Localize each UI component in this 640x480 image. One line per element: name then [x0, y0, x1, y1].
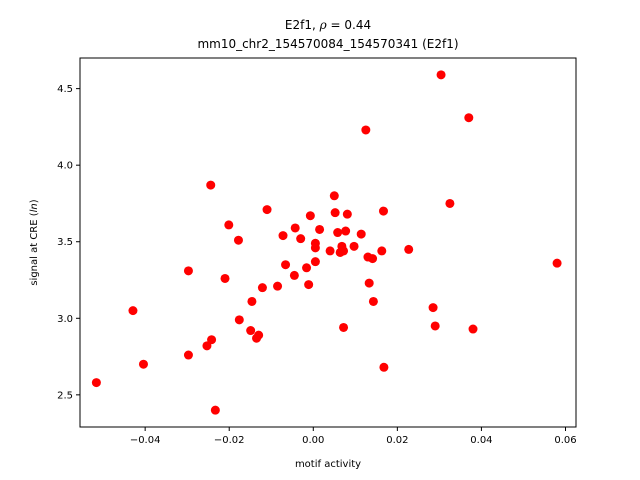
data-point-41 [342, 209, 352, 219]
data-point-31 [315, 224, 325, 234]
data-point-27 [305, 211, 315, 221]
data-point-23 [290, 223, 300, 233]
x-tick-label-3: 0.02 [386, 435, 408, 446]
chart-title-prefix: E2f1, [285, 18, 320, 32]
data-point-44 [361, 125, 371, 135]
data-points [91, 70, 562, 415]
data-point-46 [364, 278, 374, 288]
data-point-40 [341, 226, 351, 236]
data-point-0 [91, 378, 101, 388]
data-point-30 [310, 257, 320, 267]
data-point-57 [464, 113, 474, 123]
x-axis-ticks: −0.04 −0.02 0.00 0.02 0.04 0.06 [130, 427, 577, 446]
data-point-58 [468, 324, 478, 334]
data-point-4 [183, 350, 193, 360]
y-tick-label-0: 2.5 [57, 390, 73, 401]
data-point-47 [368, 254, 378, 264]
data-point-12 [234, 315, 244, 325]
data-point-7 [207, 335, 217, 345]
data-point-2 [138, 359, 148, 369]
data-point-6 [206, 180, 216, 190]
chart-title-line2: mm10_chr2_154570084_154570341 (E2f1) [197, 37, 458, 51]
data-point-48 [368, 296, 378, 306]
data-point-53 [428, 303, 438, 313]
data-point-29 [310, 243, 320, 253]
data-point-19 [273, 281, 283, 291]
data-point-49 [377, 246, 387, 256]
data-point-43 [356, 229, 366, 239]
x-tick-label-4: 0.04 [470, 435, 492, 446]
data-point-10 [224, 220, 234, 230]
data-point-8 [210, 405, 220, 415]
chart-title-suffix: = 0.44 [327, 18, 371, 32]
data-point-14 [247, 296, 257, 306]
data-point-35 [333, 228, 343, 238]
data-point-39 [339, 322, 349, 332]
data-point-5 [202, 341, 212, 351]
data-point-42 [349, 241, 359, 251]
data-point-34 [330, 208, 340, 218]
chart-title-symbol: ρ [319, 18, 327, 32]
data-point-33 [329, 191, 339, 201]
data-point-20 [278, 231, 288, 241]
x-tick-label-2: 0.00 [302, 435, 324, 446]
y-axis-label: signal at CRE (ln) [29, 199, 40, 285]
data-point-18 [262, 205, 272, 215]
data-point-59 [552, 258, 562, 268]
data-point-51 [379, 362, 389, 372]
data-point-24 [296, 234, 306, 244]
x-tick-label-0: −0.04 [130, 435, 161, 446]
x-axis-label: motif activity [295, 459, 361, 470]
data-point-50 [378, 206, 388, 216]
y-tick-label-3: 4.0 [57, 161, 73, 172]
y-axis-label-italic: ln [29, 203, 40, 212]
data-point-11 [233, 235, 243, 245]
data-point-55 [436, 70, 446, 80]
data-point-54 [430, 321, 440, 331]
data-point-9 [220, 273, 230, 283]
data-point-56 [445, 198, 455, 208]
y-axis-label-prefix: signal at CRE ( [29, 212, 40, 285]
data-point-1 [128, 306, 138, 316]
data-point-22 [289, 270, 299, 280]
data-point-16 [254, 330, 264, 340]
data-point-25 [302, 263, 312, 273]
y-tick-label-1: 3.0 [57, 314, 73, 325]
data-point-52 [404, 244, 414, 254]
data-point-32 [325, 246, 335, 256]
data-point-21 [281, 260, 291, 270]
data-point-13 [246, 326, 256, 336]
x-tick-label-1: −0.02 [214, 435, 245, 446]
data-point-38 [339, 246, 349, 256]
data-point-17 [257, 283, 267, 293]
y-axis-label-suffix: ) [29, 199, 40, 203]
y-axis-ticks: 2.5 3.0 3.5 4.0 4.5 [57, 84, 80, 401]
plot-area-frame [79, 57, 577, 428]
data-point-26 [304, 280, 314, 290]
data-point-3 [183, 266, 193, 276]
x-tick-label-5: 0.06 [554, 435, 576, 446]
y-tick-label-4: 4.5 [57, 84, 73, 95]
y-tick-label-2: 3.5 [57, 237, 73, 248]
chart-title-line1: E2f1, ρ = 0.44 [285, 18, 371, 32]
